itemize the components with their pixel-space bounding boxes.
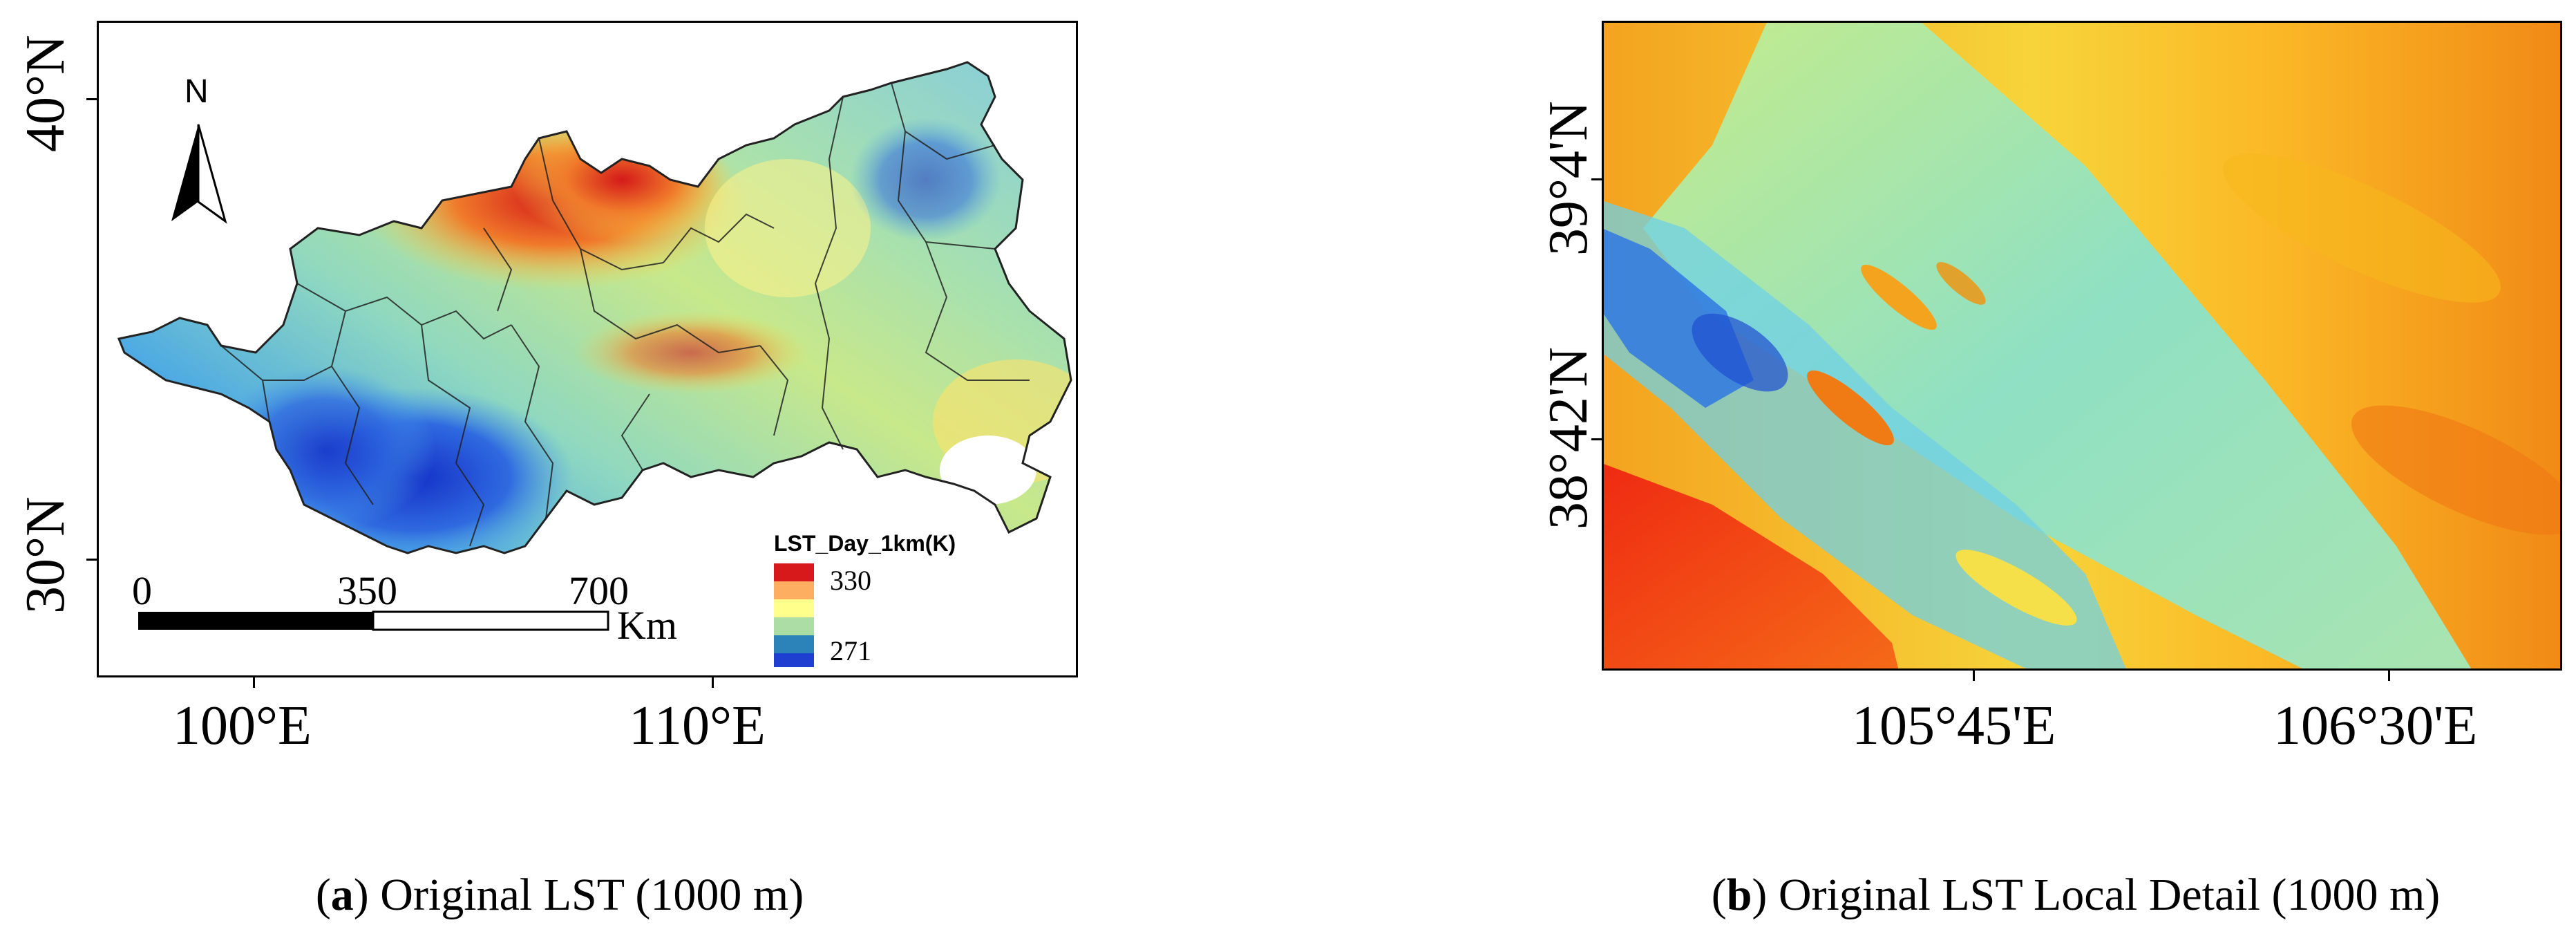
- scale-bar: [138, 610, 609, 631]
- caption-a: (a) Original LST (1000 m): [315, 870, 804, 920]
- lat-label-30n: 30°N: [15, 496, 76, 614]
- lat-label-39-4n: 39°4'N: [1538, 100, 1599, 256]
- north-arrow-icon: [171, 124, 227, 224]
- scale-tick-350: 350: [337, 568, 397, 613]
- lat-label-38-42n: 38°42'N: [1538, 346, 1599, 530]
- legend-colorbar: [774, 563, 814, 667]
- caption-a-text: Original LST (1000 m): [368, 870, 804, 920]
- scale-tick-700: 700: [569, 568, 629, 613]
- caption-b: (b) Original LST Local Detail (1000 m): [1711, 870, 2441, 920]
- lat-label-40n: 40°N: [15, 35, 76, 152]
- map-b-frame: [1602, 21, 2562, 671]
- legend-min: 271: [830, 635, 871, 666]
- scale-tick-0: 0: [132, 568, 152, 613]
- north-label: N: [184, 73, 209, 110]
- map-b-canvas: [1604, 23, 2560, 668]
- lon-label-110e: 110°E: [629, 695, 766, 756]
- caption-b-text: Original LST Local Detail (1000 m): [1767, 870, 2441, 920]
- map-a-frame: N LST_Day_1km(K) 330 271 0 350 700 Km: [97, 21, 1078, 677]
- legend-title: LST_Day_1km(K): [774, 531, 956, 556]
- lon-label-105-45e: 105°45'E: [1852, 695, 2056, 756]
- lon-label-100e: 100°E: [173, 695, 312, 756]
- scale-unit: Km: [617, 603, 677, 648]
- caption-a-letter: a: [330, 870, 354, 920]
- legend-max: 330: [830, 565, 871, 596]
- caption-b-letter: b: [1726, 870, 1752, 920]
- map-a-canvas: [117, 61, 1072, 667]
- lon-label-106-30e: 106°30'E: [2273, 695, 2478, 756]
